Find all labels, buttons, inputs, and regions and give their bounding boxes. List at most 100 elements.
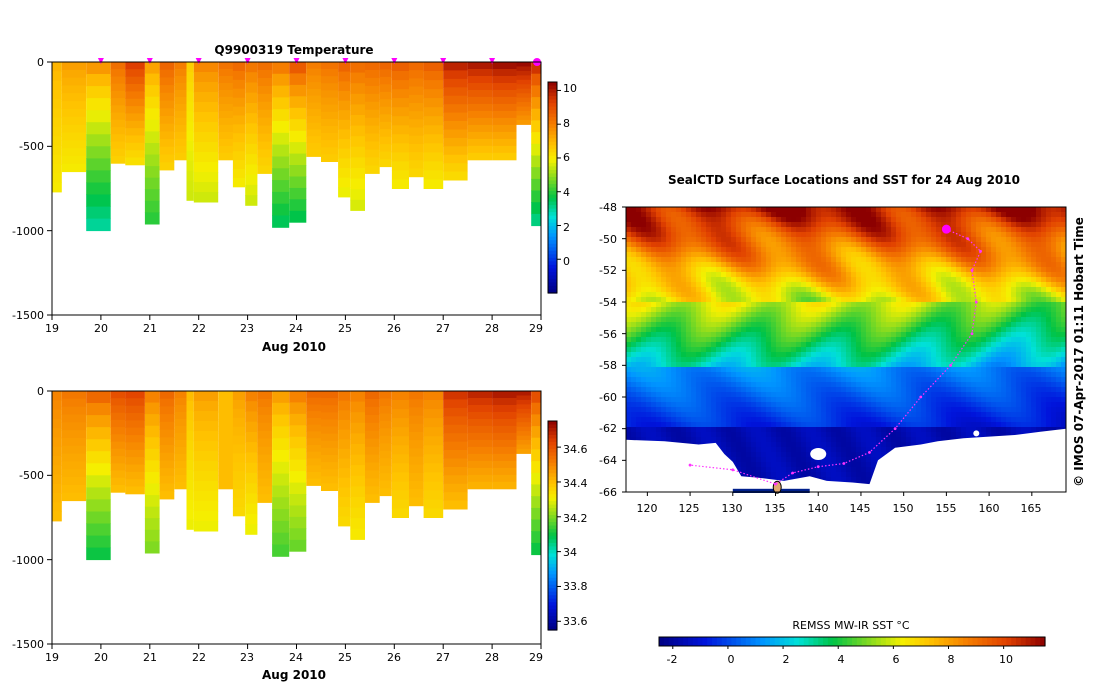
- sst-cell: [931, 327, 936, 332]
- sst-cell: [826, 262, 831, 267]
- sst-cell: [751, 262, 756, 267]
- sst-cell: [891, 347, 896, 352]
- sst-cell: [651, 217, 656, 222]
- sst-cell: [706, 367, 711, 372]
- sst-cell: [886, 407, 891, 412]
- sst-cell: [886, 377, 891, 382]
- sst-cell: [841, 292, 846, 297]
- sst-cell: [886, 422, 891, 427]
- sst-cell: [831, 232, 836, 237]
- sst-cell: [1001, 387, 1006, 392]
- sst-cell: [656, 407, 661, 412]
- sst-cell: [911, 247, 916, 252]
- colorbar-segment: [548, 473, 557, 478]
- sst-cell: [956, 382, 961, 387]
- colorbar-segment: [548, 89, 557, 94]
- sst-cell: [681, 307, 686, 312]
- sst-cell: [781, 362, 786, 367]
- sst-cell: [756, 297, 761, 302]
- sst-cell: [676, 417, 681, 422]
- sst-cell: [846, 347, 851, 352]
- section-cell: [186, 460, 194, 471]
- temperature-panel: Q9900319 Temperature 19 20 21 22 23 24 2…: [12, 43, 577, 354]
- sst-cell: [846, 332, 851, 337]
- sst-cell: [946, 347, 951, 352]
- sst-cell: [746, 327, 751, 332]
- section-cell: [245, 411, 258, 423]
- sst-cell: [651, 222, 656, 227]
- sst-cell: [931, 232, 936, 237]
- sst-cell: [681, 332, 686, 337]
- sst-cell: [671, 412, 676, 417]
- section-cell: [379, 405, 392, 414]
- section-cell: [159, 491, 175, 500]
- section-profile: [379, 391, 392, 497]
- sst-cell: [796, 412, 801, 417]
- sst-cell: [1016, 327, 1021, 332]
- sst-cell: [881, 367, 886, 372]
- sst-cell: [856, 342, 861, 347]
- sst-cell: [1036, 402, 1041, 407]
- sst-cell: [806, 272, 811, 277]
- sst-cell: [956, 347, 961, 352]
- sst-cell: [926, 262, 931, 267]
- sst-cell: [981, 262, 986, 267]
- sst-cell: [956, 297, 961, 302]
- sst-cell: [681, 242, 686, 247]
- sst-cell: [701, 347, 706, 352]
- salinity-x-tick: 24: [289, 651, 303, 664]
- section-cell: [245, 72, 258, 83]
- sst-cell: [721, 412, 726, 417]
- sst-cell: [686, 407, 691, 412]
- section-cell: [186, 440, 194, 451]
- sst-cell: [961, 272, 966, 277]
- sst-cell: [736, 207, 741, 212]
- sst-cell: [1061, 287, 1066, 292]
- sst-cell: [626, 242, 631, 247]
- sst-cell: [856, 352, 861, 357]
- section-cell: [321, 154, 339, 162]
- sst-cell: [666, 272, 671, 277]
- sst-cell: [806, 217, 811, 222]
- sst-cell: [811, 332, 816, 337]
- sst-cell: [716, 207, 721, 212]
- sst-cell: [771, 342, 776, 347]
- section-cell: [218, 96, 233, 105]
- section-cell: [159, 414, 175, 423]
- sst-cell: [691, 292, 696, 297]
- sst-cell: [646, 347, 651, 352]
- sst-cell: [876, 222, 881, 227]
- sst-cell: [976, 417, 981, 422]
- section-cell: [492, 124, 517, 133]
- colorbar-segment: [548, 275, 557, 280]
- section-cell: [423, 161, 444, 171]
- section-cell: [443, 154, 468, 164]
- sst-cell: [951, 362, 956, 367]
- sst-cell: [811, 372, 816, 377]
- sst-cell: [931, 357, 936, 362]
- sst-cell: [971, 362, 976, 367]
- sst-cell: [851, 257, 856, 262]
- sst-cell: [806, 242, 811, 247]
- sst-cell: [666, 267, 671, 272]
- sst-cell: [791, 322, 796, 327]
- sst-cell: [631, 217, 636, 222]
- sst-cell: [841, 247, 846, 252]
- sst-cell: [731, 332, 736, 337]
- sst-cell: [706, 257, 711, 262]
- sst-cell: [766, 227, 771, 232]
- sst-cell: [656, 412, 661, 417]
- sst-cell: [646, 212, 651, 217]
- sst-cell: [1031, 292, 1036, 297]
- colorbar-segment: [548, 445, 557, 450]
- sst-cell: [786, 307, 791, 312]
- sst-cell: [921, 252, 926, 257]
- sst-cell: [1041, 387, 1046, 392]
- section-cell: [492, 446, 517, 455]
- sst-cell: [891, 227, 896, 232]
- sst-cell: [1021, 337, 1026, 342]
- sst-cell: [861, 327, 866, 332]
- section-cell: [52, 62, 62, 72]
- sst-cell: [856, 307, 861, 312]
- sst-cell: [1051, 207, 1056, 212]
